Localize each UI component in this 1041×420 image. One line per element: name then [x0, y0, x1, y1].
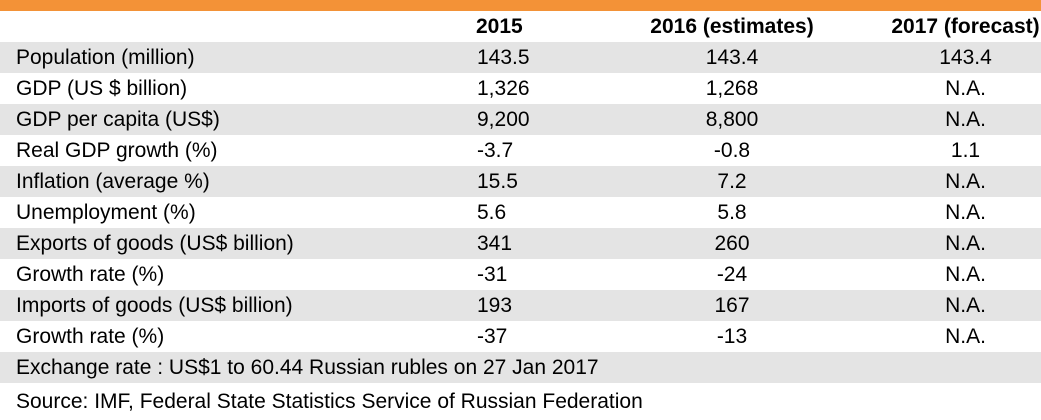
table-row: GDP (US $ billion) 1,326 1,268 N.A.	[0, 73, 1041, 104]
row-label: Population (million)	[0, 42, 454, 73]
cell-2016: -13	[612, 321, 852, 352]
cell-2016: 260	[612, 228, 852, 259]
cell-2017: N.A.	[852, 73, 1041, 104]
table-header-row: 2015 2016 (estimates) 2017 (forecast)	[0, 11, 1041, 42]
cell-2017: N.A.	[852, 321, 1041, 352]
header-cell-2016: 2016 (estimates)	[650, 15, 814, 38]
cell-2016: -0.8	[612, 135, 852, 166]
cell-2017: 1.1	[852, 135, 1041, 166]
cell-2015: -31	[454, 259, 612, 290]
table-row: Exports of goods (US$ billion) 341 260 N…	[0, 228, 1041, 259]
cell-2017: N.A.	[852, 166, 1041, 197]
row-label: GDP per capita (US$)	[0, 104, 454, 135]
cell-2016: 143.4	[612, 42, 852, 73]
cell-2016: 5.8	[612, 197, 852, 228]
table-row: GDP per capita (US$) 9,200 8,800 N.A.	[0, 104, 1041, 135]
row-label: Unemployment (%)	[0, 197, 454, 228]
table-row: Imports of goods (US$ billion) 193 167 N…	[0, 290, 1041, 321]
header-cell-2017: 2017 (forecast)	[891, 15, 1040, 38]
row-label: Growth rate (%)	[0, 321, 454, 352]
table-row: Growth rate (%) -31 -24 N.A.	[0, 259, 1041, 290]
cell-2016: 7.2	[612, 166, 852, 197]
cell-2015: 1,326	[454, 73, 612, 104]
economic-indicators-table: 2015 2016 (estimates) 2017 (forecast) Po…	[0, 11, 1041, 352]
table-row: Inflation (average %) 15.5 7.2 N.A.	[0, 166, 1041, 197]
cell-2015: 341	[454, 228, 612, 259]
table-row: Unemployment (%) 5.6 5.8 N.A.	[0, 197, 1041, 228]
source-note: Source: IMF, Federal State Statistics Se…	[0, 386, 1041, 417]
cell-2016: 167	[612, 290, 852, 321]
cell-2017: N.A.	[852, 290, 1041, 321]
header-cell-label	[0, 11, 454, 42]
cell-2017: N.A.	[852, 228, 1041, 259]
row-label: Imports of goods (US$ billion)	[0, 290, 454, 321]
table-row: Population (million) 143.5 143.4 143.4	[0, 42, 1041, 73]
exchange-rate-note: Exchange rate : US$1 to 60.44 Russian ru…	[0, 352, 1041, 383]
row-label: Exports of goods (US$ billion)	[0, 228, 454, 259]
cell-2016: 8,800	[612, 104, 852, 135]
cell-2017: N.A.	[852, 197, 1041, 228]
accent-top-bar	[0, 0, 1041, 11]
row-label: Real GDP growth (%)	[0, 135, 454, 166]
cell-2017: N.A.	[852, 259, 1041, 290]
table-row: Growth rate (%) -37 -13 N.A.	[0, 321, 1041, 352]
cell-2017: N.A.	[852, 104, 1041, 135]
header-cell-2015: 2015	[476, 15, 523, 38]
cell-2016: 1,268	[612, 73, 852, 104]
row-label: GDP (US $ billion)	[0, 73, 454, 104]
cell-2017: 143.4	[852, 42, 1041, 73]
cell-2015: -3.7	[454, 135, 612, 166]
cell-2015: 15.5	[454, 166, 612, 197]
row-label: Inflation (average %)	[0, 166, 454, 197]
cell-2016: -24	[612, 259, 852, 290]
cell-2015: 143.5	[454, 42, 612, 73]
row-label: Growth rate (%)	[0, 259, 454, 290]
cell-2015: 193	[454, 290, 612, 321]
table-row: Real GDP growth (%) -3.7 -0.8 1.1	[0, 135, 1041, 166]
cell-2015: -37	[454, 321, 612, 352]
cell-2015: 5.6	[454, 197, 612, 228]
cell-2015: 9,200	[454, 104, 612, 135]
